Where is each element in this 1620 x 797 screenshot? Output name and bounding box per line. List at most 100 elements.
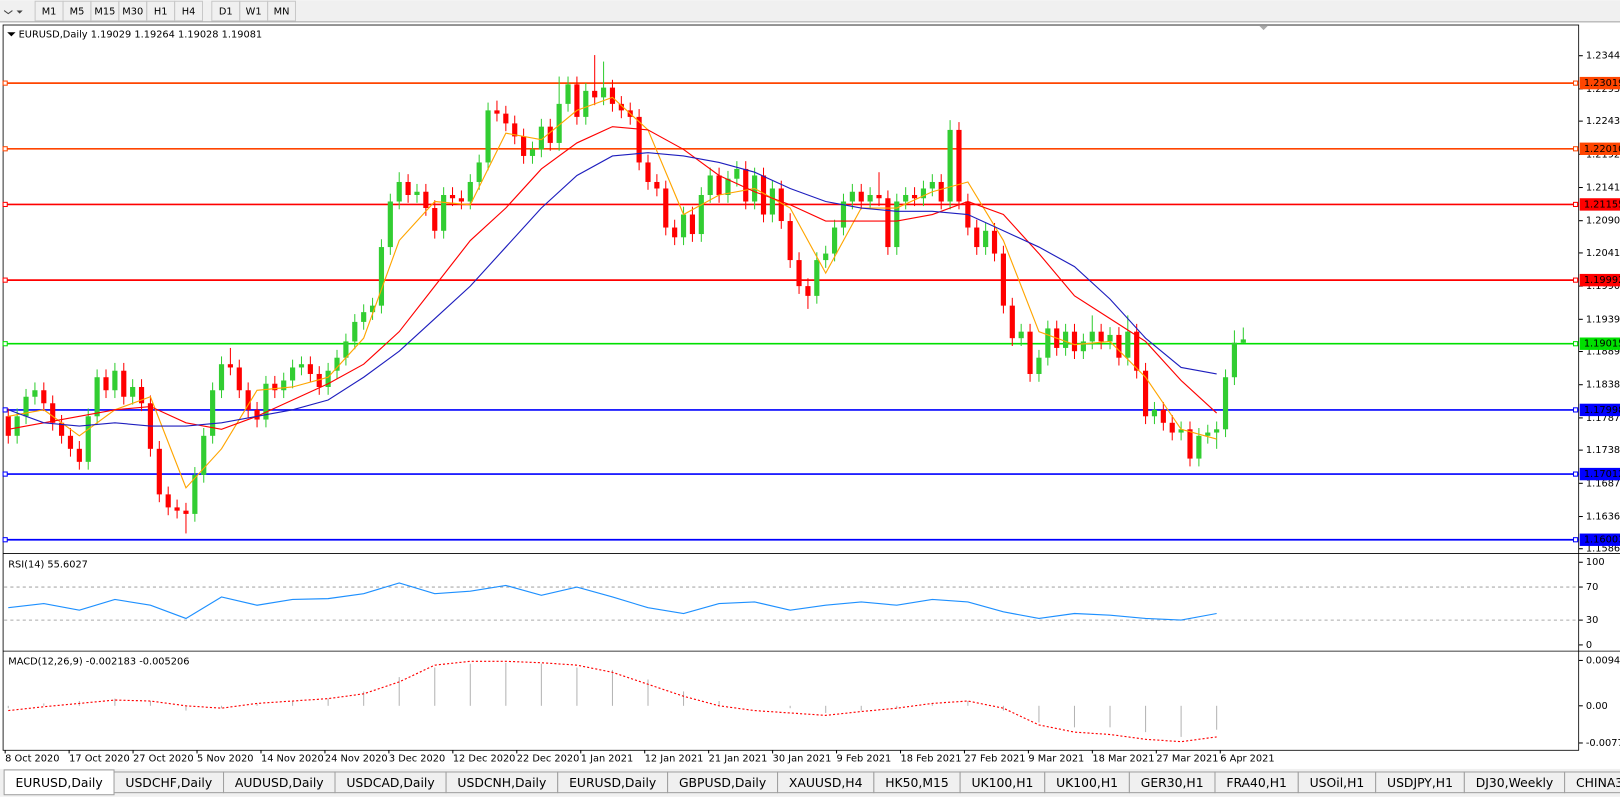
period-label: H4 <box>182 7 196 18</box>
level-price-box <box>1579 533 1620 546</box>
chart-tab[interactable]: UK100,H1 <box>1044 771 1130 794</box>
symbol: EURUSD,Daily <box>19 29 88 40</box>
candle-body <box>823 253 829 261</box>
candle-body <box>743 168 749 202</box>
y-tick-label: 30 <box>1586 615 1598 626</box>
candle-body <box>840 201 847 228</box>
tab-label: DJ30,Weekly <box>1476 775 1554 790</box>
level-anchor <box>1572 341 1579 347</box>
tab-label: USDCHF,Daily <box>125 775 212 790</box>
candle-body <box>903 194 909 202</box>
candle-body <box>476 162 482 182</box>
x-tick-label: 5 Nov 2020 <box>197 754 254 765</box>
y-tick-label: 0.009478 <box>1586 655 1620 666</box>
candle-body <box>814 260 820 296</box>
tab-label: EURUSD,Daily <box>569 775 656 790</box>
candle-body <box>67 435 74 449</box>
candle-body <box>609 87 616 104</box>
chart-tab[interactable]: DJ30,Weekly <box>1463 771 1566 794</box>
chart-tab[interactable]: EURUSD,Daily <box>3 769 115 796</box>
candle-body <box>467 181 473 202</box>
candle-body <box>85 416 91 462</box>
tab-label: UK100,H1 <box>1056 775 1118 790</box>
candle-body <box>103 377 109 391</box>
y-tick-label: 1.20410 <box>1586 248 1620 259</box>
candle-body <box>210 390 216 436</box>
chart-tab[interactable]: HK50,M15 <box>873 771 961 794</box>
candle-body <box>583 90 589 117</box>
candle-body <box>449 194 456 199</box>
level-price-label: 1.16003 <box>1584 535 1620 546</box>
chart-tab[interactable]: USDCHF,Daily <box>113 771 225 794</box>
candle-body <box>58 422 65 436</box>
level-price-label: 1.17998 <box>1584 405 1620 416</box>
candle-body <box>512 123 518 137</box>
chart-tab[interactable]: XAUUSD,H4 <box>777 771 875 794</box>
tab-label: USDCNH,Daily <box>457 775 546 790</box>
tab-label: CHINA300,H1 <box>1576 775 1620 790</box>
candle-body <box>485 110 491 163</box>
candle-body <box>32 390 38 397</box>
candle-body <box>592 90 598 98</box>
y-tick-label: 0 <box>1586 640 1592 651</box>
level-anchor <box>2 341 8 347</box>
macd-signal-value: -0.005206 <box>139 656 189 667</box>
candle-body <box>298 364 305 368</box>
candle-body <box>1205 432 1211 436</box>
candle-body <box>432 208 438 231</box>
y-tick-label: 1.20905 <box>1586 216 1620 227</box>
high: 1.19264 <box>134 29 175 40</box>
candle-body <box>290 367 296 381</box>
candle-body <box>1178 429 1184 433</box>
period-button[interactable]: H4 <box>174 0 204 22</box>
chart-tab[interactable]: CHINA300,H1 <box>1564 771 1620 794</box>
chart-tab[interactable]: AUDUSD,Daily <box>223 771 336 794</box>
toolbar-dropdown[interactable] <box>16 10 23 14</box>
level-anchor <box>2 537 8 543</box>
candle-body <box>796 260 802 287</box>
candle-body <box>281 380 287 391</box>
period-button[interactable]: MN <box>267 0 297 22</box>
chart-tab[interactable]: USDCAD,Daily <box>334 771 447 794</box>
tab-label: USDCAD,Daily <box>346 775 434 790</box>
candle-body <box>307 364 313 374</box>
candle-body <box>14 416 20 436</box>
candle-body <box>832 227 838 254</box>
macd-header: MACD(12,26,9) -0.002183 -0.005206 <box>8 656 189 667</box>
candle-body <box>867 194 873 202</box>
candle-body <box>1107 334 1113 342</box>
candle-body <box>1240 339 1246 343</box>
candle-body <box>378 247 385 306</box>
period-label: M1 <box>42 7 57 18</box>
chart-tab[interactable]: EURUSD,Daily <box>557 771 669 794</box>
tab-label: UK100,H1 <box>971 775 1033 790</box>
candle-body <box>236 367 242 391</box>
chart-tab[interactable]: GER30,H1 <box>1128 771 1216 794</box>
chart-tab[interactable]: USDCNH,Daily <box>445 771 559 794</box>
moving-average <box>8 126 1218 430</box>
chart-tab[interactable]: USDJPY,H1 <box>1375 771 1465 794</box>
y-tick-label: -0.00777 <box>1586 738 1620 749</box>
y-tick-label: 1.16870 <box>1586 478 1620 489</box>
y-tick-label: 0.00 <box>1586 701 1608 712</box>
close: 1.19081 <box>222 29 263 40</box>
tab-label: USOil,H1 <box>1310 775 1365 790</box>
period-button-frame <box>267 0 297 22</box>
candle-body <box>920 188 927 199</box>
candle-body <box>245 390 251 410</box>
chart-tab[interactable]: UK100,H1 <box>959 771 1046 794</box>
candle-body <box>778 188 784 222</box>
chart-tab[interactable]: USOil,H1 <box>1297 771 1377 794</box>
candle-body <box>1080 341 1086 352</box>
chart-tab[interactable]: GBPUSD,Daily <box>667 771 779 794</box>
level-price-box <box>1579 337 1620 350</box>
candle-body <box>1151 409 1158 417</box>
x-tick-label: 14 Nov 2020 <box>261 754 324 765</box>
x-tick-label: 27 Mar 2021 <box>1156 754 1218 765</box>
candle-body <box>130 386 136 397</box>
chart-tab[interactable]: FRA40,H1 <box>1214 771 1299 794</box>
level-anchor <box>1572 537 1579 543</box>
candle-body <box>183 510 189 514</box>
candle-body <box>1142 370 1149 417</box>
